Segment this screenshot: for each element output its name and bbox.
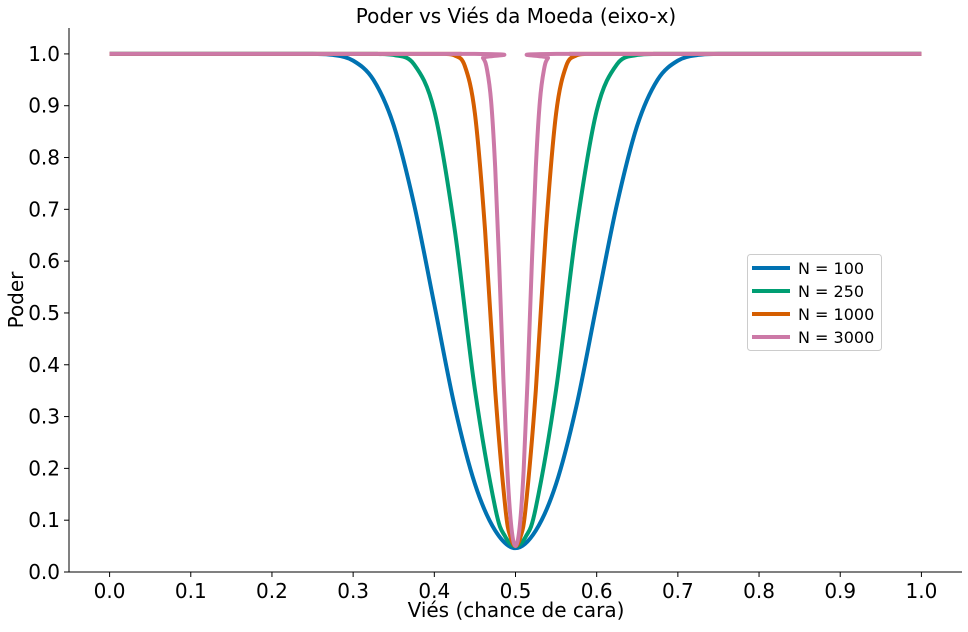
- x-tick-label: 0.4: [418, 579, 450, 603]
- x-tick-label: 0.2: [256, 579, 288, 603]
- x-axis-label: Viés (chance de cara): [408, 598, 625, 622]
- legend-label: N = 1000: [798, 305, 874, 324]
- y-tick-label: 0.8: [28, 146, 60, 170]
- y-tick-label: 1.0: [28, 42, 60, 66]
- series-line-3000: [109, 51, 922, 549]
- legend: N = 100 N = 250 N = 1000 N = 3000: [747, 254, 882, 351]
- x-tick-label: 0.9: [824, 579, 856, 603]
- x-tick-label: 0.1: [175, 579, 207, 603]
- legend-label: N = 250: [798, 282, 864, 301]
- y-tick-label: 0.5: [28, 301, 60, 325]
- x-tick-label: 1.0: [906, 579, 938, 603]
- legend-label: N = 3000: [798, 328, 874, 347]
- y-tick-label: 0.2: [28, 456, 60, 480]
- y-tick-label: 0.3: [28, 405, 60, 429]
- chart-title: Poder vs Viés da Moeda (eixo-x): [356, 4, 676, 28]
- y-tick-label: 0.9: [28, 94, 60, 118]
- x-tick-label: 0.0: [94, 579, 126, 603]
- y-axis-label: Poder: [4, 271, 28, 329]
- x-tick-label: 0.8: [743, 579, 775, 603]
- y-tick-label: 0.4: [28, 353, 60, 377]
- legend-label: N = 100: [798, 259, 864, 278]
- x-tick-label: 0.7: [662, 579, 694, 603]
- series-line-100: [109, 51, 922, 551]
- x-tick-label: 0.3: [337, 579, 369, 603]
- y-tick-label: 0.7: [28, 197, 60, 221]
- y-tick-label: 0.6: [28, 249, 60, 273]
- y-tick-label: 0.1: [28, 508, 60, 532]
- legend-box: [747, 254, 882, 351]
- x-tick-label: 0.5: [500, 579, 532, 603]
- x-tick-label: 0.6: [581, 579, 613, 603]
- y-tick-label: 0.0: [28, 560, 60, 584]
